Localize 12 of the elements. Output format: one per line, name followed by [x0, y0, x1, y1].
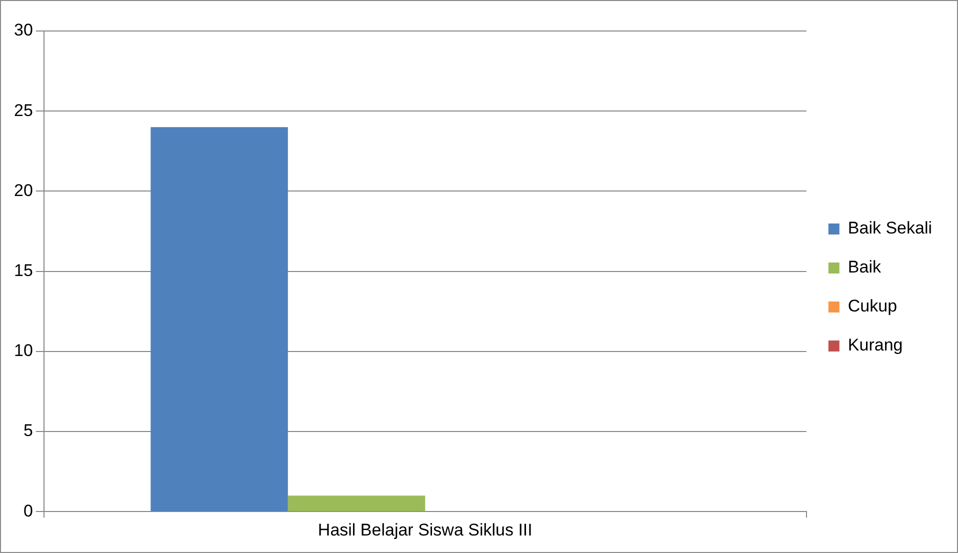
- legend-label: Cukup: [848, 296, 898, 316]
- legend-label: Kurang: [848, 336, 903, 355]
- legend-label: Baik: [848, 258, 882, 277]
- y-tick-label: 10: [14, 341, 33, 360]
- x-tick-label: Hasil Belajar Siswa Siklus III: [318, 520, 532, 540]
- legend-label: Baik Sekali: [848, 218, 932, 238]
- y-tick-label: 15: [14, 260, 33, 280]
- y-tick-label: 25: [14, 100, 33, 120]
- y-tick-label: 20: [14, 180, 33, 200]
- y-tick-label: 30: [14, 20, 33, 40]
- y-tick-label: 0: [23, 501, 33, 520]
- y-tick-label: 5: [23, 421, 33, 440]
